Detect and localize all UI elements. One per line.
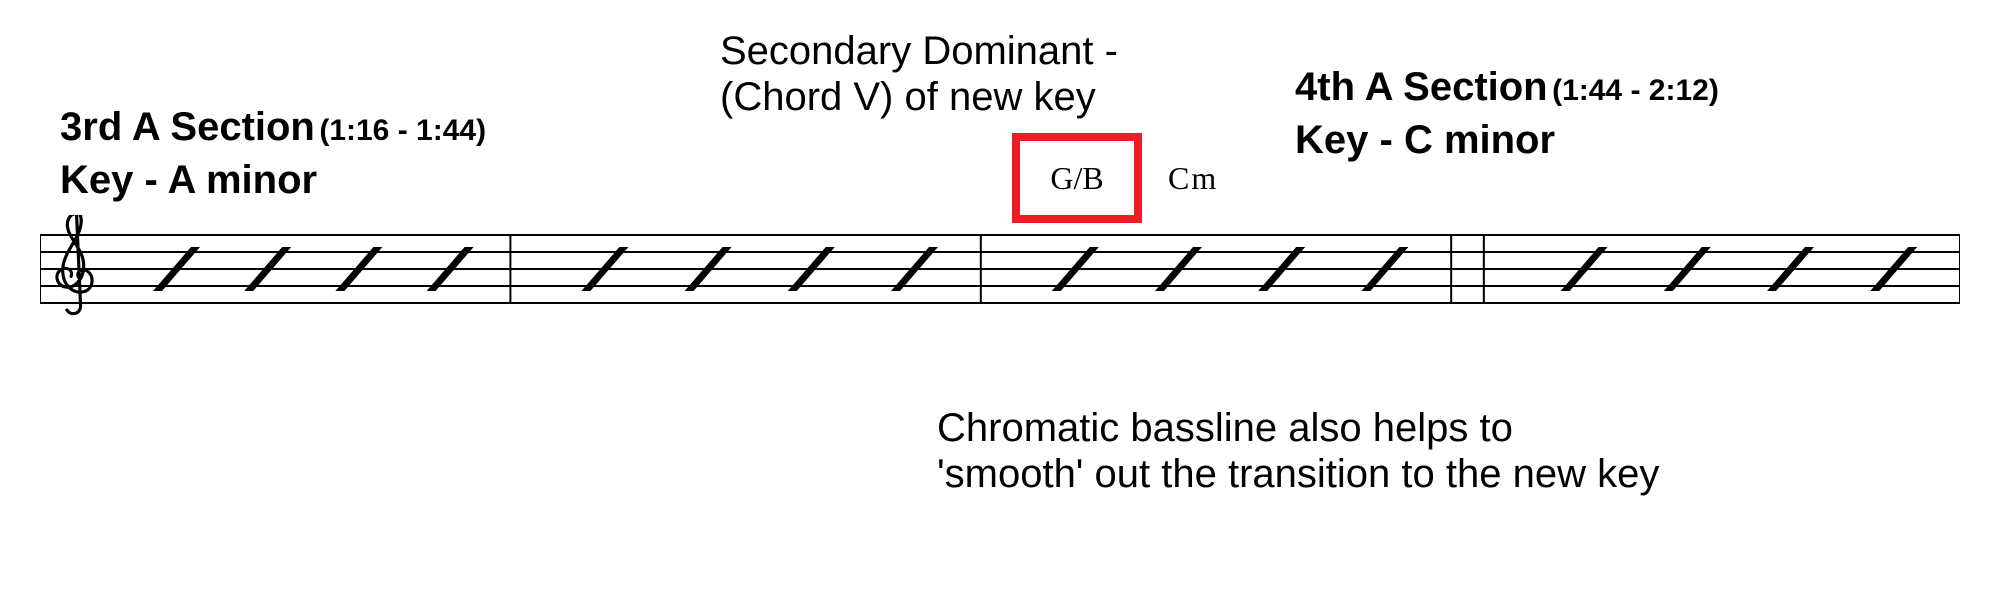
bassline-line2: 'smooth' out the transition to the new k…: [937, 451, 1659, 497]
chord-cm-label: Cm: [1168, 160, 1218, 197]
music-staff: [40, 215, 1960, 305]
secondary-dominant-line1: Secondary Dominant -: [720, 28, 1118, 74]
section-3-title: 3rd A Section: [60, 105, 315, 149]
secondary-dominant-annotation: Secondary Dominant - (Chord V) of new ke…: [720, 28, 1118, 120]
secondary-dominant-line2: (Chord V) of new key: [720, 74, 1118, 120]
section-4-time: (1:44 - 2:12): [1552, 74, 1719, 107]
bassline-line1: Chromatic bassline also helps to: [937, 405, 1659, 451]
staff-lines: [40, 235, 1960, 303]
treble-clef-icon: [57, 215, 92, 314]
chord-highlight-box: G/B: [1012, 133, 1142, 223]
section-4-key: C minor: [1404, 118, 1555, 162]
section-3-key: A minor: [167, 158, 317, 202]
section-3-label: 3rd A Section (1:16 - 1:44) Key - A mino…: [60, 105, 486, 203]
chord-highlight-label: G/B: [1050, 160, 1103, 196]
section-4-key-prefix: Key -: [1295, 118, 1404, 162]
section-4-title: 4th A Section: [1295, 65, 1548, 109]
bassline-annotation: Chromatic bassline also helps to 'smooth…: [937, 405, 1659, 497]
section-3-key-prefix: Key -: [60, 158, 167, 202]
section-3-time: (1:16 - 1:44): [319, 114, 486, 147]
section-4-label: 4th A Section (1:44 - 2:12) Key - C mino…: [1295, 65, 1719, 163]
